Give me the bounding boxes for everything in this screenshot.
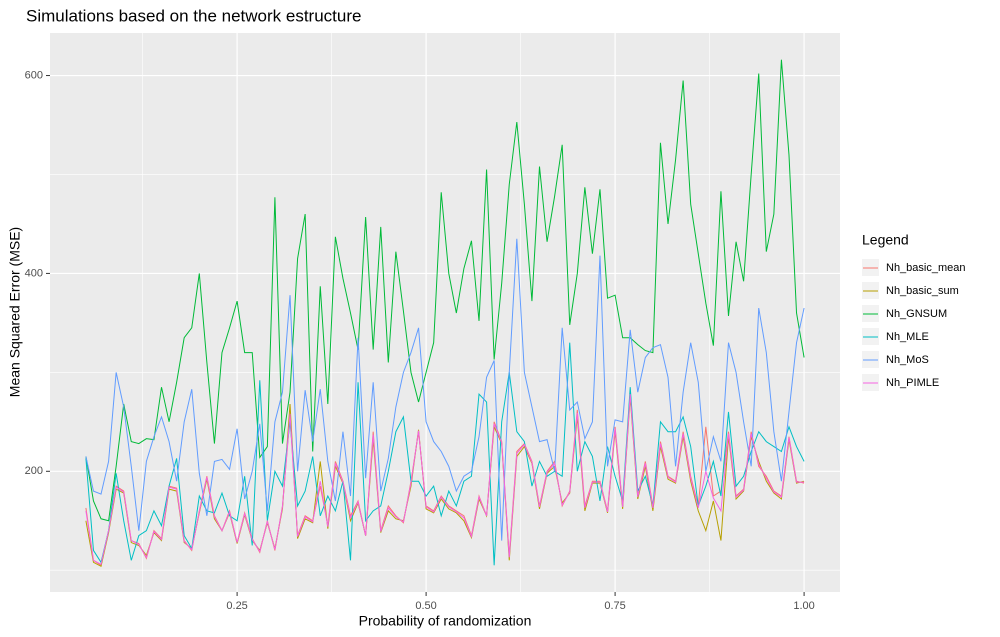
y-tick-label: 400	[25, 267, 43, 279]
x-axis-label: Probability of randomization	[359, 613, 532, 629]
legend-label: Nh_basic_sum	[886, 285, 959, 297]
legend-label: Nh_basic_mean	[886, 262, 966, 274]
x-tick-label: 1.00	[793, 600, 814, 612]
plot-panel	[50, 33, 840, 592]
y-tick-label: 200	[25, 465, 43, 477]
series-line	[85, 238, 805, 541]
legend-title: Legend	[862, 232, 909, 248]
legend-label: Nh_PIMLE	[886, 377, 939, 389]
y-axis-label: Mean Squared Error (MSE)	[7, 227, 23, 397]
x-tick-label: 0.75	[604, 600, 625, 612]
series-line	[85, 394, 805, 566]
series-line	[85, 59, 805, 522]
legend-label: Nh_MoS	[886, 354, 929, 366]
x-tick-label: 0.25	[226, 600, 247, 612]
y-tick-label: 600	[25, 69, 43, 81]
x-tick-label: 0.50	[415, 600, 436, 612]
legend-label: Nh_GNSUM	[886, 308, 947, 320]
chart-title: Simulations based on the network estruct…	[26, 6, 361, 25]
legend-label: Nh_MLE	[886, 331, 929, 343]
